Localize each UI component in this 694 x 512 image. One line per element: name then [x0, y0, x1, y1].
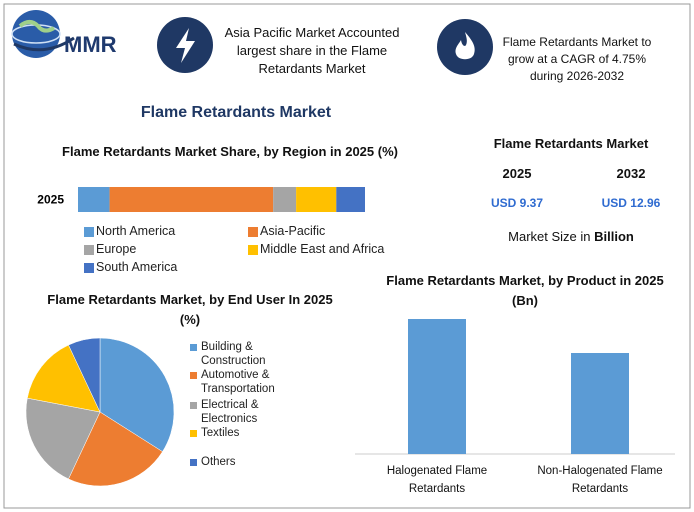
- legend-swatch: [248, 227, 258, 237]
- bar: [408, 319, 466, 454]
- note-unit: Billion: [594, 229, 634, 244]
- legend-label: Textiles: [201, 427, 240, 439]
- legend-swatch: [190, 402, 197, 409]
- market-value: USD 12.96: [601, 196, 661, 210]
- market-title: Flame Retardants Market: [493, 136, 649, 151]
- legend-swatch: [190, 459, 197, 466]
- legend-label: North America: [96, 224, 176, 238]
- legend-swatch: [190, 372, 197, 379]
- chart-title: Flame Retardants Market, by End User In …: [47, 292, 333, 327]
- bar-segment: [336, 187, 365, 212]
- bar-segment: [109, 187, 274, 212]
- pie-slice: [68, 411, 163, 487]
- pie-slice: [68, 337, 101, 413]
- pie-slice: [27, 344, 101, 413]
- legend-swatch: [84, 263, 94, 273]
- legend-swatch: [248, 245, 258, 255]
- bar-segment: [273, 187, 297, 212]
- legend-swatch: [190, 430, 197, 437]
- chart-title: Flame Retardants Market, by Product in 2…: [386, 273, 664, 308]
- pie-slice: [99, 337, 175, 452]
- legend-label: Electrical & Electronics: [201, 399, 259, 425]
- icon-flame-glyph: [455, 32, 475, 60]
- x-tick-label: Non-Halogenated Flame Retardants: [537, 465, 663, 495]
- bar: [571, 353, 629, 454]
- icon-bolt-glyph: [176, 28, 195, 63]
- legend-swatch: [190, 344, 197, 351]
- legend-label: Building & Construction: [201, 341, 266, 367]
- chart-title: Flame Retardants Market Share, by Region…: [62, 144, 398, 159]
- main-title: Flame Retardants Market: [140, 104, 332, 121]
- legend-label: South America: [96, 260, 178, 274]
- legend-swatch: [84, 227, 94, 237]
- market-year: 2032: [616, 166, 646, 181]
- callout: Asia Pacific Market Accounted largest sh…: [224, 25, 400, 76]
- legend-label: Europe: [96, 242, 137, 256]
- bar-segment: [296, 187, 337, 212]
- legend-label: Others: [201, 456, 236, 468]
- legend-label: Middle East and Africa: [260, 242, 385, 256]
- legend-label: Asia-Pacific: [260, 224, 326, 238]
- note-prefix: Market Size in: [508, 229, 591, 244]
- market-year: 2025: [502, 166, 532, 181]
- logo-text: MMR: [64, 32, 117, 57]
- logo: [11, 10, 75, 58]
- frame: [3, 3, 691, 509]
- legend-label: Automotive & Transportation: [201, 369, 275, 395]
- x-tick-label: Halogenated Flame Retardants: [386, 465, 488, 495]
- y-tick-label: 2025: [37, 193, 64, 207]
- market-value: USD 9.37: [490, 196, 544, 210]
- callout: Flame Retardants Market to grow at a CAG…: [502, 35, 652, 83]
- legend-swatch: [84, 245, 94, 255]
- market-note: Market Size in Billion: [471, 229, 671, 244]
- bar-segment: [78, 187, 110, 212]
- pie-slice: [25, 397, 101, 480]
